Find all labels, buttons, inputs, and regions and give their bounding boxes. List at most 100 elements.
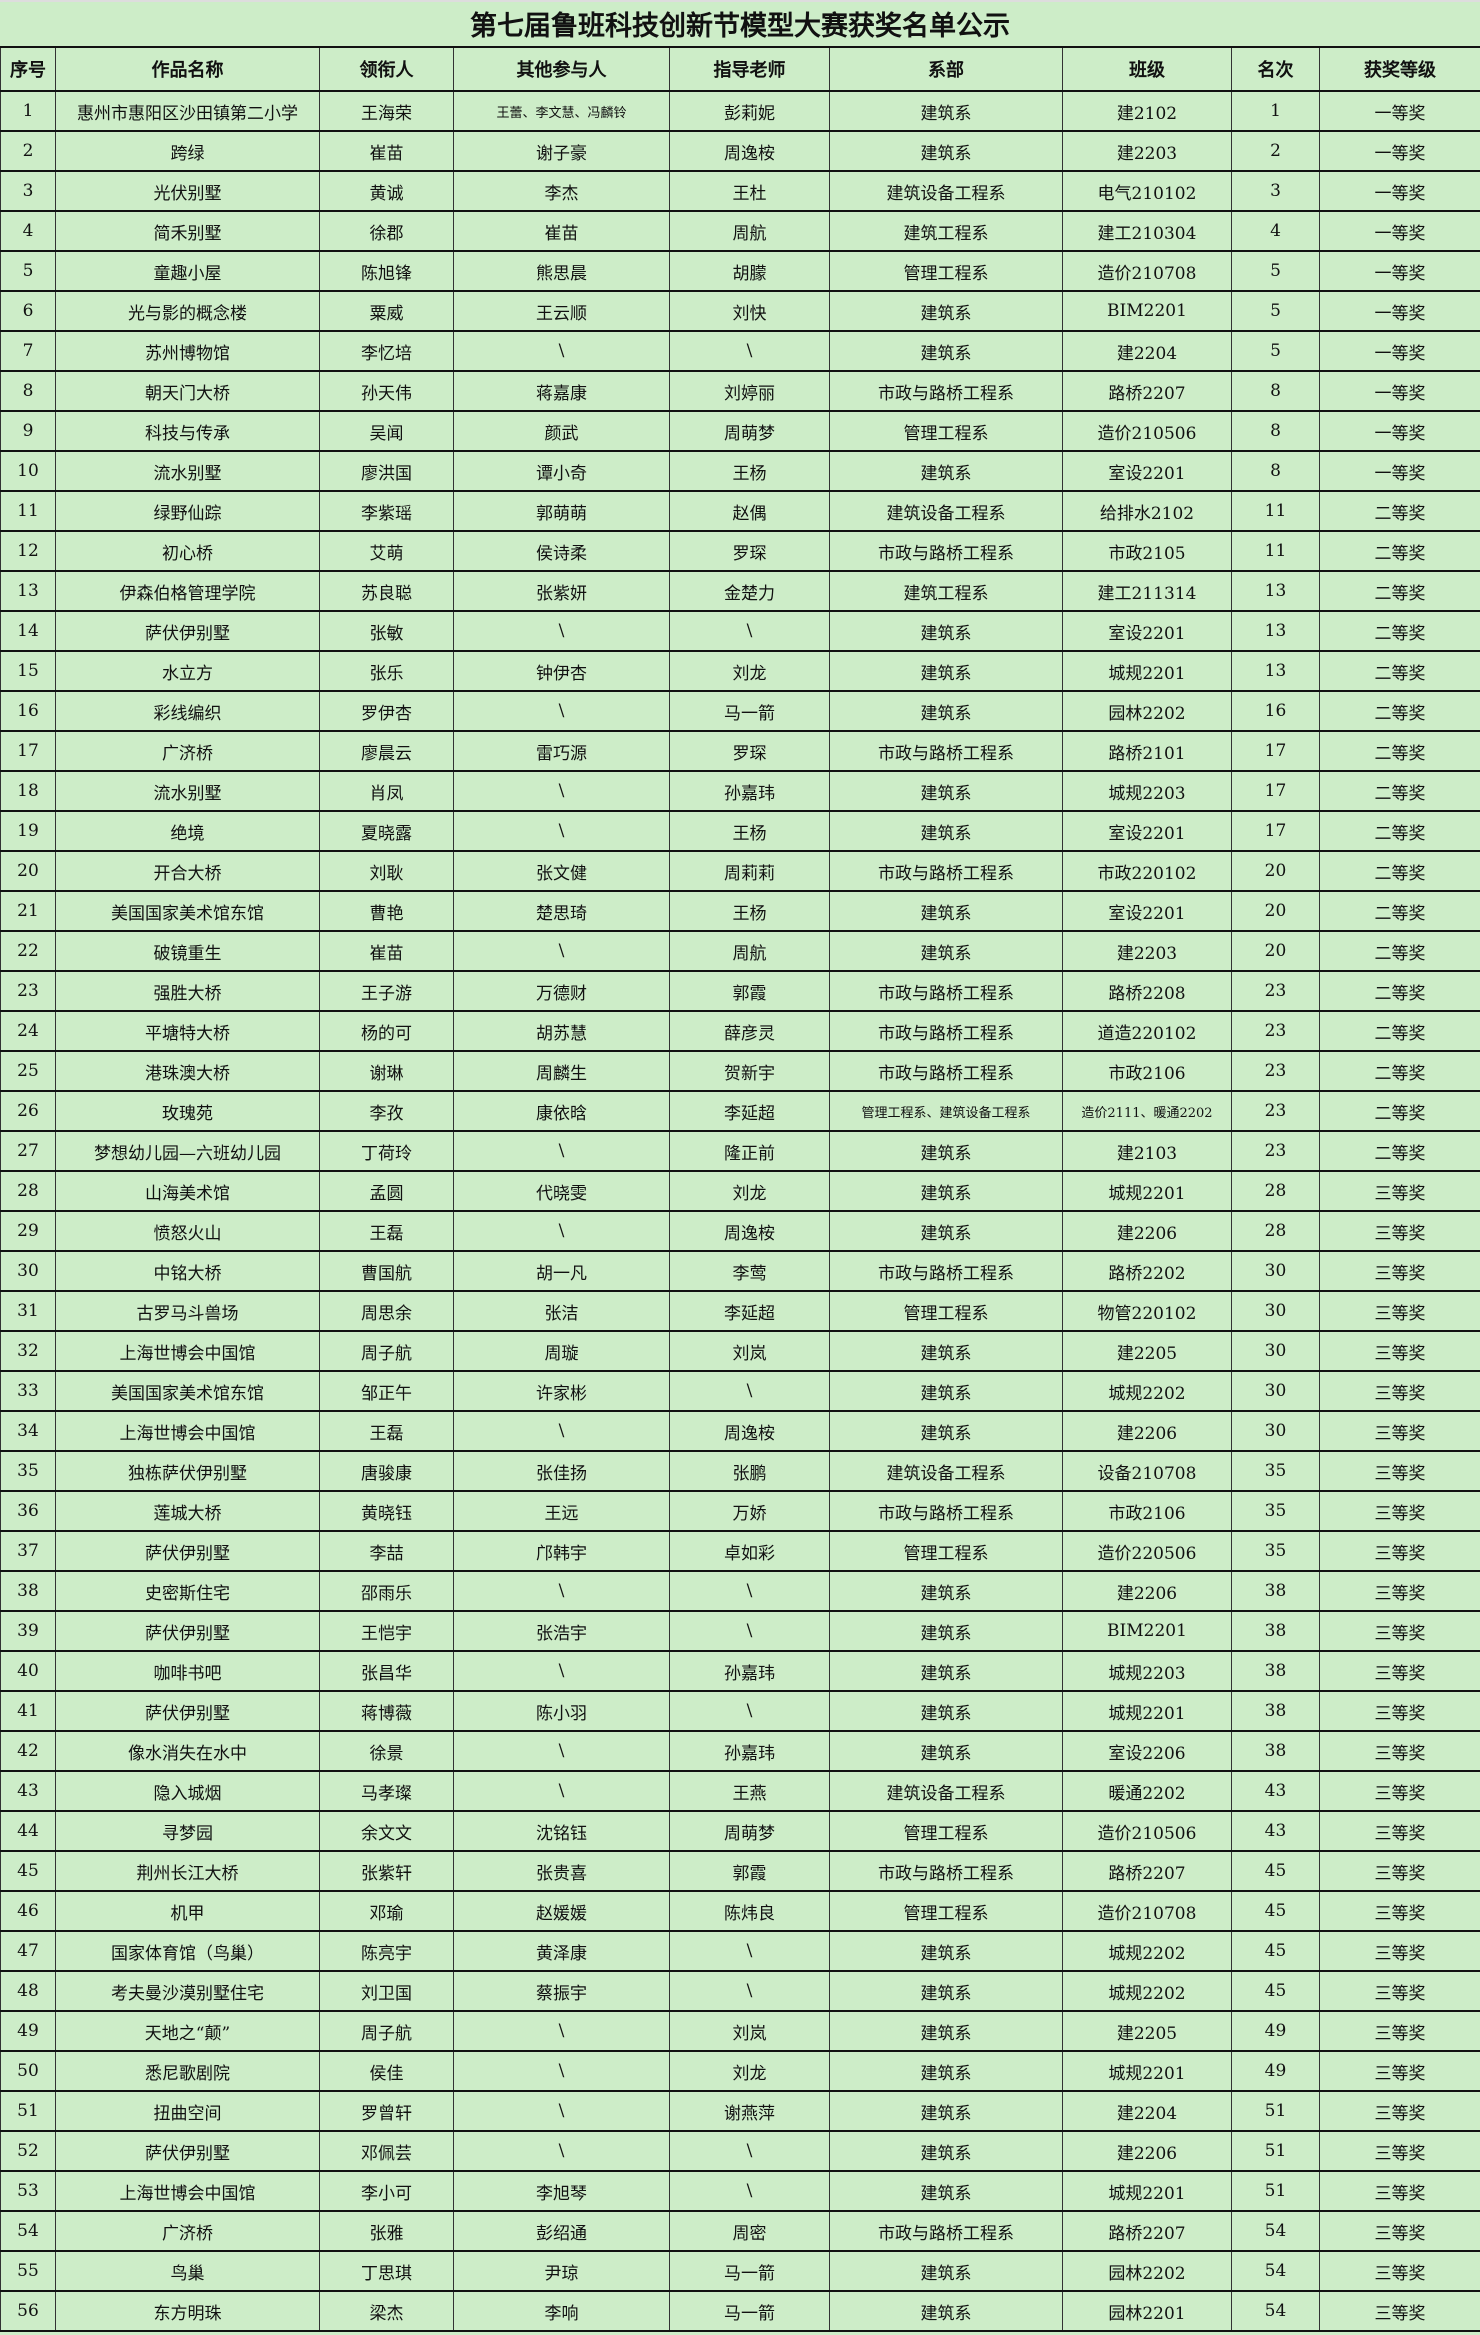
cell-leader: 刘耿	[319, 851, 454, 892]
cell-advisor: 万娇	[669, 1491, 830, 1532]
cell-award-level: 一等奖	[1319, 211, 1480, 252]
cell-class: 城规2201	[1062, 1171, 1232, 1212]
cell-department: 市政与路桥工程系	[829, 1011, 1063, 1052]
cell-class: 建2206	[1062, 1571, 1232, 1612]
cell-participants: 黄泽康	[453, 1931, 670, 1972]
cell-rank: 23	[1231, 1011, 1320, 1052]
cell-rank: 23	[1231, 1051, 1320, 1092]
cell-work-name: 隐入城烟	[55, 1771, 320, 1812]
cell-class: 路桥2207	[1062, 371, 1232, 412]
cell-department: 市政与路桥工程系	[829, 851, 1063, 892]
cell-advisor: 周逸桉	[669, 1411, 830, 1452]
cell-advisor: 贺新宇	[669, 1051, 830, 1092]
cell-advisor: 周航	[669, 931, 830, 972]
cell-class: BIM2201	[1062, 291, 1232, 332]
cell-work-name: 愤怒火山	[55, 1211, 320, 1252]
cell-class: 城规2202	[1062, 1371, 1232, 1412]
cell-advisor: \	[669, 1571, 830, 1612]
cell-rank: 23	[1231, 1131, 1320, 1172]
cell-seq: 45	[0, 1851, 56, 1892]
cell-advisor: \	[669, 1371, 830, 1412]
cell-award-level: 三等奖	[1319, 1771, 1480, 1812]
table-row: 30 中铭大桥 曹国航 胡一凡 李莺 市政与路桥工程系 路桥2202 30 三等奖	[0, 1251, 1480, 1292]
cell-department: 市政与路桥工程系	[829, 731, 1063, 772]
cell-seq: 44	[0, 1811, 56, 1852]
cell-award-level: 三等奖	[1319, 1291, 1480, 1332]
table-row: 42 像水消失在水中 徐景 \ 孙嘉玮 建筑系 室设2206 38 三等奖	[0, 1731, 1480, 1772]
cell-rank: 13	[1231, 651, 1320, 692]
cell-award-level: 二等奖	[1319, 491, 1480, 532]
cell-rank: 35	[1231, 1451, 1320, 1492]
cell-rank: 8	[1231, 451, 1320, 492]
cell-award-level: 二等奖	[1319, 851, 1480, 892]
cell-work-name: 鸟巢	[55, 2251, 320, 2292]
cell-work-name: 中铭大桥	[55, 1251, 320, 1292]
table-row: 55 鸟巢 丁思琪 尹琼 马一箭 建筑系 园林2202 54 三等奖	[0, 2251, 1480, 2292]
cell-seq: 55	[0, 2251, 56, 2292]
cell-advisor: 周萌梦	[669, 1811, 830, 1852]
cell-department: 建筑系	[829, 811, 1063, 852]
cell-advisor: 刘龙	[669, 1171, 830, 1212]
cell-class: 造价2111、暖通2202	[1062, 1091, 1232, 1132]
cell-participants: \	[453, 2051, 670, 2092]
cell-seq: 46	[0, 1891, 56, 1932]
column-header-leader: 领衔人	[319, 48, 454, 92]
cell-leader: 艾萌	[319, 531, 454, 572]
cell-leader: 肖凤	[319, 771, 454, 812]
cell-award-level: 三等奖	[1319, 2051, 1480, 2092]
cell-leader: 邹正午	[319, 1371, 454, 1412]
cell-rank: 11	[1231, 531, 1320, 572]
cell-award-level: 一等奖	[1319, 131, 1480, 172]
table-row: 32 上海世博会中国馆 周子航 周璇 刘岚 建筑系 建2205 30 三等奖	[0, 1331, 1480, 1372]
cell-department: 管理工程系	[829, 411, 1063, 452]
cell-participants: \	[453, 1131, 670, 1172]
cell-seq: 35	[0, 1451, 56, 1492]
cell-class: 建工211314	[1062, 571, 1232, 612]
cell-department: 建筑设备工程系	[829, 1451, 1063, 1492]
cell-class: 市政2106	[1062, 1491, 1232, 1532]
cell-seq: 54	[0, 2211, 56, 2252]
cell-class: 建2204	[1062, 2091, 1232, 2132]
cell-participants: 沈铭钰	[453, 1811, 670, 1852]
cell-class: 室设2201	[1062, 811, 1232, 852]
cell-work-name: 美国国家美术馆东馆	[55, 1371, 320, 1412]
cell-award-level: 三等奖	[1319, 1931, 1480, 1972]
cell-leader: 罗曾轩	[319, 2091, 454, 2132]
cell-leader: 刘卫国	[319, 1971, 454, 2012]
cell-seq: 28	[0, 1171, 56, 1212]
cell-rank: 8	[1231, 371, 1320, 412]
cell-participants: 张文健	[453, 851, 670, 892]
cell-award-level: 二等奖	[1319, 731, 1480, 772]
cell-seq: 29	[0, 1211, 56, 1252]
cell-work-name: 流水别墅	[55, 451, 320, 492]
cell-department: 建筑系	[829, 651, 1063, 692]
cell-rank: 11	[1231, 491, 1320, 532]
cell-department: 管理工程系	[829, 1531, 1063, 1572]
cell-class: 园林2201	[1062, 2291, 1232, 2332]
cell-work-name: 光伏别墅	[55, 171, 320, 212]
cell-advisor: 周航	[669, 211, 830, 252]
column-header-award-level: 获奖等级	[1319, 48, 1480, 92]
cell-award-level: 二等奖	[1319, 931, 1480, 972]
cell-rank: 4	[1231, 211, 1320, 252]
cell-work-name: 绝境	[55, 811, 320, 852]
cell-department: 管理工程系	[829, 1291, 1063, 1332]
cell-seq: 40	[0, 1651, 56, 1692]
cell-class: 造价220506	[1062, 1531, 1232, 1572]
table-row: 56 东方明珠 梁杰 李响 马一箭 建筑系 园林2201 54 三等奖	[0, 2291, 1480, 2332]
cell-department: 建筑系	[829, 1651, 1063, 1692]
cell-award-level: 二等奖	[1319, 1051, 1480, 1092]
cell-work-name: 开合大桥	[55, 851, 320, 892]
table-row: 12 初心桥 艾萌 侯诗柔 罗琛 市政与路桥工程系 市政2105 11 二等奖	[0, 531, 1480, 572]
table-row: 9 科技与传承 吴闻 颜武 周萌梦 管理工程系 造价210506 8 一等奖	[0, 411, 1480, 452]
cell-award-level: 一等奖	[1319, 291, 1480, 332]
cell-work-name: 科技与传承	[55, 411, 320, 452]
cell-advisor: 周密	[669, 2211, 830, 2252]
cell-department: 建筑设备工程系	[829, 491, 1063, 532]
cell-department: 市政与路桥工程系	[829, 1051, 1063, 1092]
cell-class: 城规2202	[1062, 1931, 1232, 1972]
cell-department: 建筑系	[829, 611, 1063, 652]
table-row: 28 山海美术馆 孟圆 代晓雯 刘龙 建筑系 城规2201 28 三等奖	[0, 1171, 1480, 1212]
cell-seq: 53	[0, 2171, 56, 2212]
cell-participants: \	[453, 1411, 670, 1452]
